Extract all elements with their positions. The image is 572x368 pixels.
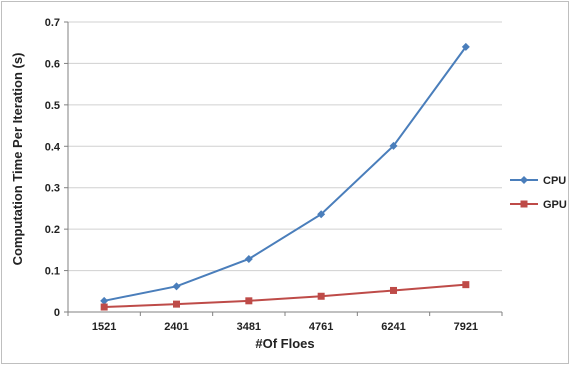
data-point-square [100,303,108,311]
data-point-square [245,297,253,305]
data-point-square [390,286,397,294]
data-point-diamond [389,141,398,150]
y-tick-label: 0.6 [45,58,60,70]
series-gpu [100,281,470,311]
legend: CPU GPU [510,175,567,211]
y-tick-label: 0.2 [45,224,60,236]
x-tick-label: 6241 [381,321,405,333]
legend-item-cpu: CPU [510,175,566,187]
data-point-square [317,292,325,300]
y-tick-labels: 0 0.1 0.2 0.3 0.4 0.5 0.6 0.7 [45,17,61,319]
data-point-diamond [172,282,181,291]
x-tick-label: 1521 [92,321,116,333]
x-tick-label: 3481 [237,321,261,333]
x-tick-label: 7921 [454,321,478,333]
data-point-diamond [100,296,109,305]
legend-label: CPU [543,175,566,187]
data-point-square [462,281,470,289]
legend-item-gpu: GPU [510,199,567,211]
y-tick-label: 0.7 [45,17,60,29]
chart-frame: 0 0.1 0.2 0.3 0.4 0.5 0.6 0.7 1521 2401 3481 4761 6… [1,1,569,364]
line-chart: 0 0.1 0.2 0.3 0.4 0.5 0.6 0.7 1521 2401 3481 4761 6… [10,17,567,351]
axes [64,21,503,316]
series-line [103,46,467,302]
x-axis-title: #Of Floes [255,336,314,351]
data-point-diamond [317,210,326,219]
gridlines [68,21,502,272]
legend-marker-square [520,200,528,208]
data-point-square [173,300,180,308]
series-cpu [100,42,470,305]
series-line [104,283,466,309]
legend-label: GPU [543,199,567,211]
x-tick-labels: 1521 2401 3481 4761 6241 7921 [92,321,478,333]
y-tick-label: 0 [54,307,60,319]
x-tick-label: 2401 [164,321,188,333]
y-tick-label: 0.3 [45,183,60,195]
x-tick-label: 4761 [309,321,333,333]
data-point-diamond [461,42,470,51]
y-tick-label: 0.4 [45,141,61,153]
series-layer [100,42,470,311]
data-point-diamond [244,254,253,263]
legend-marker-diamond [520,176,528,184]
y-tick-label: 0.5 [45,100,60,112]
y-tick-label: 0.1 [45,266,60,278]
y-axis-title: Computation Time Per Iteration (s) [10,53,25,266]
